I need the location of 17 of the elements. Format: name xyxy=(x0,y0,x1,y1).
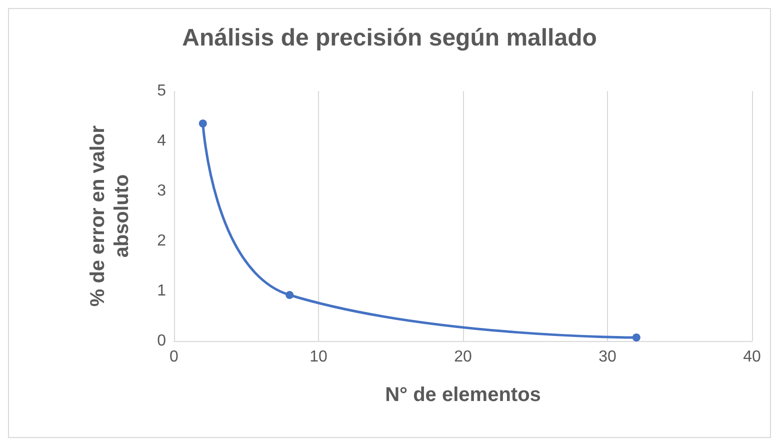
x-tick-label: 20 xyxy=(454,348,472,366)
y-tick-label: 5 xyxy=(157,82,166,100)
y-axis-title: % de error en valor absoluto xyxy=(87,125,133,307)
y-tick-label: 2 xyxy=(157,232,166,250)
x-tick-label: 0 xyxy=(170,348,179,366)
x-tick-label: 30 xyxy=(598,348,616,366)
point xyxy=(286,291,294,299)
x-tick-label: 40 xyxy=(743,348,761,366)
y-tick-label: 4 xyxy=(157,132,166,150)
x-axis-title: N° de elementos xyxy=(385,384,541,406)
x-tick-label: 10 xyxy=(310,348,328,366)
y-tick-label: 3 xyxy=(157,182,166,200)
chart-title: Análisis de precisión según mallado xyxy=(182,24,597,52)
point xyxy=(198,120,207,128)
y-tick-label: 0 xyxy=(157,332,166,350)
y-tick-label: 1 xyxy=(157,282,166,300)
point xyxy=(632,334,640,342)
